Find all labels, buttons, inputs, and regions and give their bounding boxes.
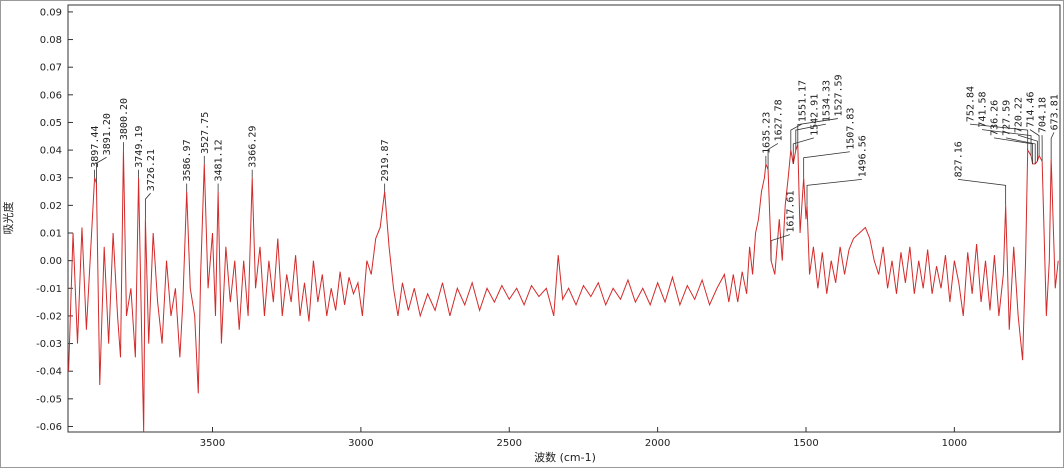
peak-label: 3891.20 xyxy=(102,113,113,155)
peak-label: 736.26 xyxy=(990,100,1001,136)
peak-label: 3527.75 xyxy=(200,112,211,154)
peak-label: 741.58 xyxy=(978,91,989,127)
y-tick-label: 0.01 xyxy=(40,229,62,240)
peak-label: 1617.61 xyxy=(785,190,796,232)
y-tick-label: -0.05 xyxy=(36,394,62,405)
peak-leader xyxy=(1029,129,1040,156)
x-tick-label: 2500 xyxy=(497,438,522,449)
y-tick-label: 0.02 xyxy=(40,201,62,212)
y-axis-label: 吸光度 xyxy=(1,202,15,235)
peak-label: 3586.97 xyxy=(182,139,193,181)
y-tick-label: 0.05 xyxy=(40,118,62,129)
peak-label: 1507.83 xyxy=(845,108,856,150)
peak-label: 3800.20 xyxy=(119,98,130,140)
peak-label: 1534.33 xyxy=(821,80,832,122)
peak-leader xyxy=(144,192,151,220)
peak-label: 704.18 xyxy=(1038,97,1049,133)
peak-label: 673.81 xyxy=(1050,94,1061,130)
peak-label: 1635.23 xyxy=(761,112,772,154)
y-tick-label: 0.07 xyxy=(40,63,62,74)
peak-leader xyxy=(795,123,826,151)
x-axis-label: 波数 (cm-1) xyxy=(534,451,596,464)
peak-label: 752.84 xyxy=(966,86,977,122)
peak-leader xyxy=(981,129,1032,156)
peak-label: 3481.12 xyxy=(214,139,225,181)
peak-leader xyxy=(957,178,1007,206)
peak-leader xyxy=(806,178,862,206)
y-tick-label: 0.03 xyxy=(40,173,62,184)
peak-leader xyxy=(1005,137,1036,164)
peak-leader xyxy=(767,143,779,170)
peak-label: 3726.21 xyxy=(146,149,157,191)
x-tick-label: 1000 xyxy=(942,438,967,449)
peak-label: 1627.78 xyxy=(773,99,784,141)
peak-label: 1496.56 xyxy=(857,135,868,177)
y-tick-label: 0.06 xyxy=(40,90,62,101)
peak-label: 1542.91 xyxy=(809,94,820,136)
peak-leader xyxy=(1017,134,1038,162)
x-tick-label: 2000 xyxy=(645,438,670,449)
peak-leader xyxy=(1050,132,1055,159)
spectrum-line xyxy=(68,144,1059,433)
peak-leader xyxy=(803,151,850,178)
plot-area xyxy=(67,4,1061,433)
y-tick-label: -0.04 xyxy=(36,367,62,378)
x-tick-label: 3500 xyxy=(200,438,225,449)
peak-label: 2919.87 xyxy=(380,139,391,181)
y-tick-label: -0.02 xyxy=(36,311,62,322)
peak-label: 727.59 xyxy=(1002,100,1013,136)
y-tick-label: 0.04 xyxy=(40,146,62,157)
peak-label: 3897.44 xyxy=(90,126,101,168)
y-tick-label: -0.03 xyxy=(36,339,62,350)
peak-label: 3749.19 xyxy=(134,126,145,168)
y-tick-label: 0.00 xyxy=(40,256,62,267)
x-tick-label: 1500 xyxy=(793,438,818,449)
y-tick-label: -0.06 xyxy=(36,422,62,433)
peak-label: 827.16 xyxy=(954,141,965,177)
peak-label: 3366.29 xyxy=(248,126,259,168)
peak-label: 1527.59 xyxy=(833,74,844,116)
y-tick-label: 0.08 xyxy=(40,35,62,46)
peak-label: 1551.17 xyxy=(797,80,808,122)
peak-leader xyxy=(96,156,107,184)
peak-label: 720.22 xyxy=(1014,97,1025,133)
y-tick-label: 0.09 xyxy=(40,7,62,18)
peak-leader xyxy=(993,137,1034,164)
peak-leader xyxy=(797,118,838,145)
y-tick-label: -0.01 xyxy=(36,284,62,295)
peak-label: 714.46 xyxy=(1026,91,1037,127)
peak-leader xyxy=(770,234,790,261)
peak-leader xyxy=(792,137,814,164)
x-tick-label: 3000 xyxy=(348,438,373,449)
